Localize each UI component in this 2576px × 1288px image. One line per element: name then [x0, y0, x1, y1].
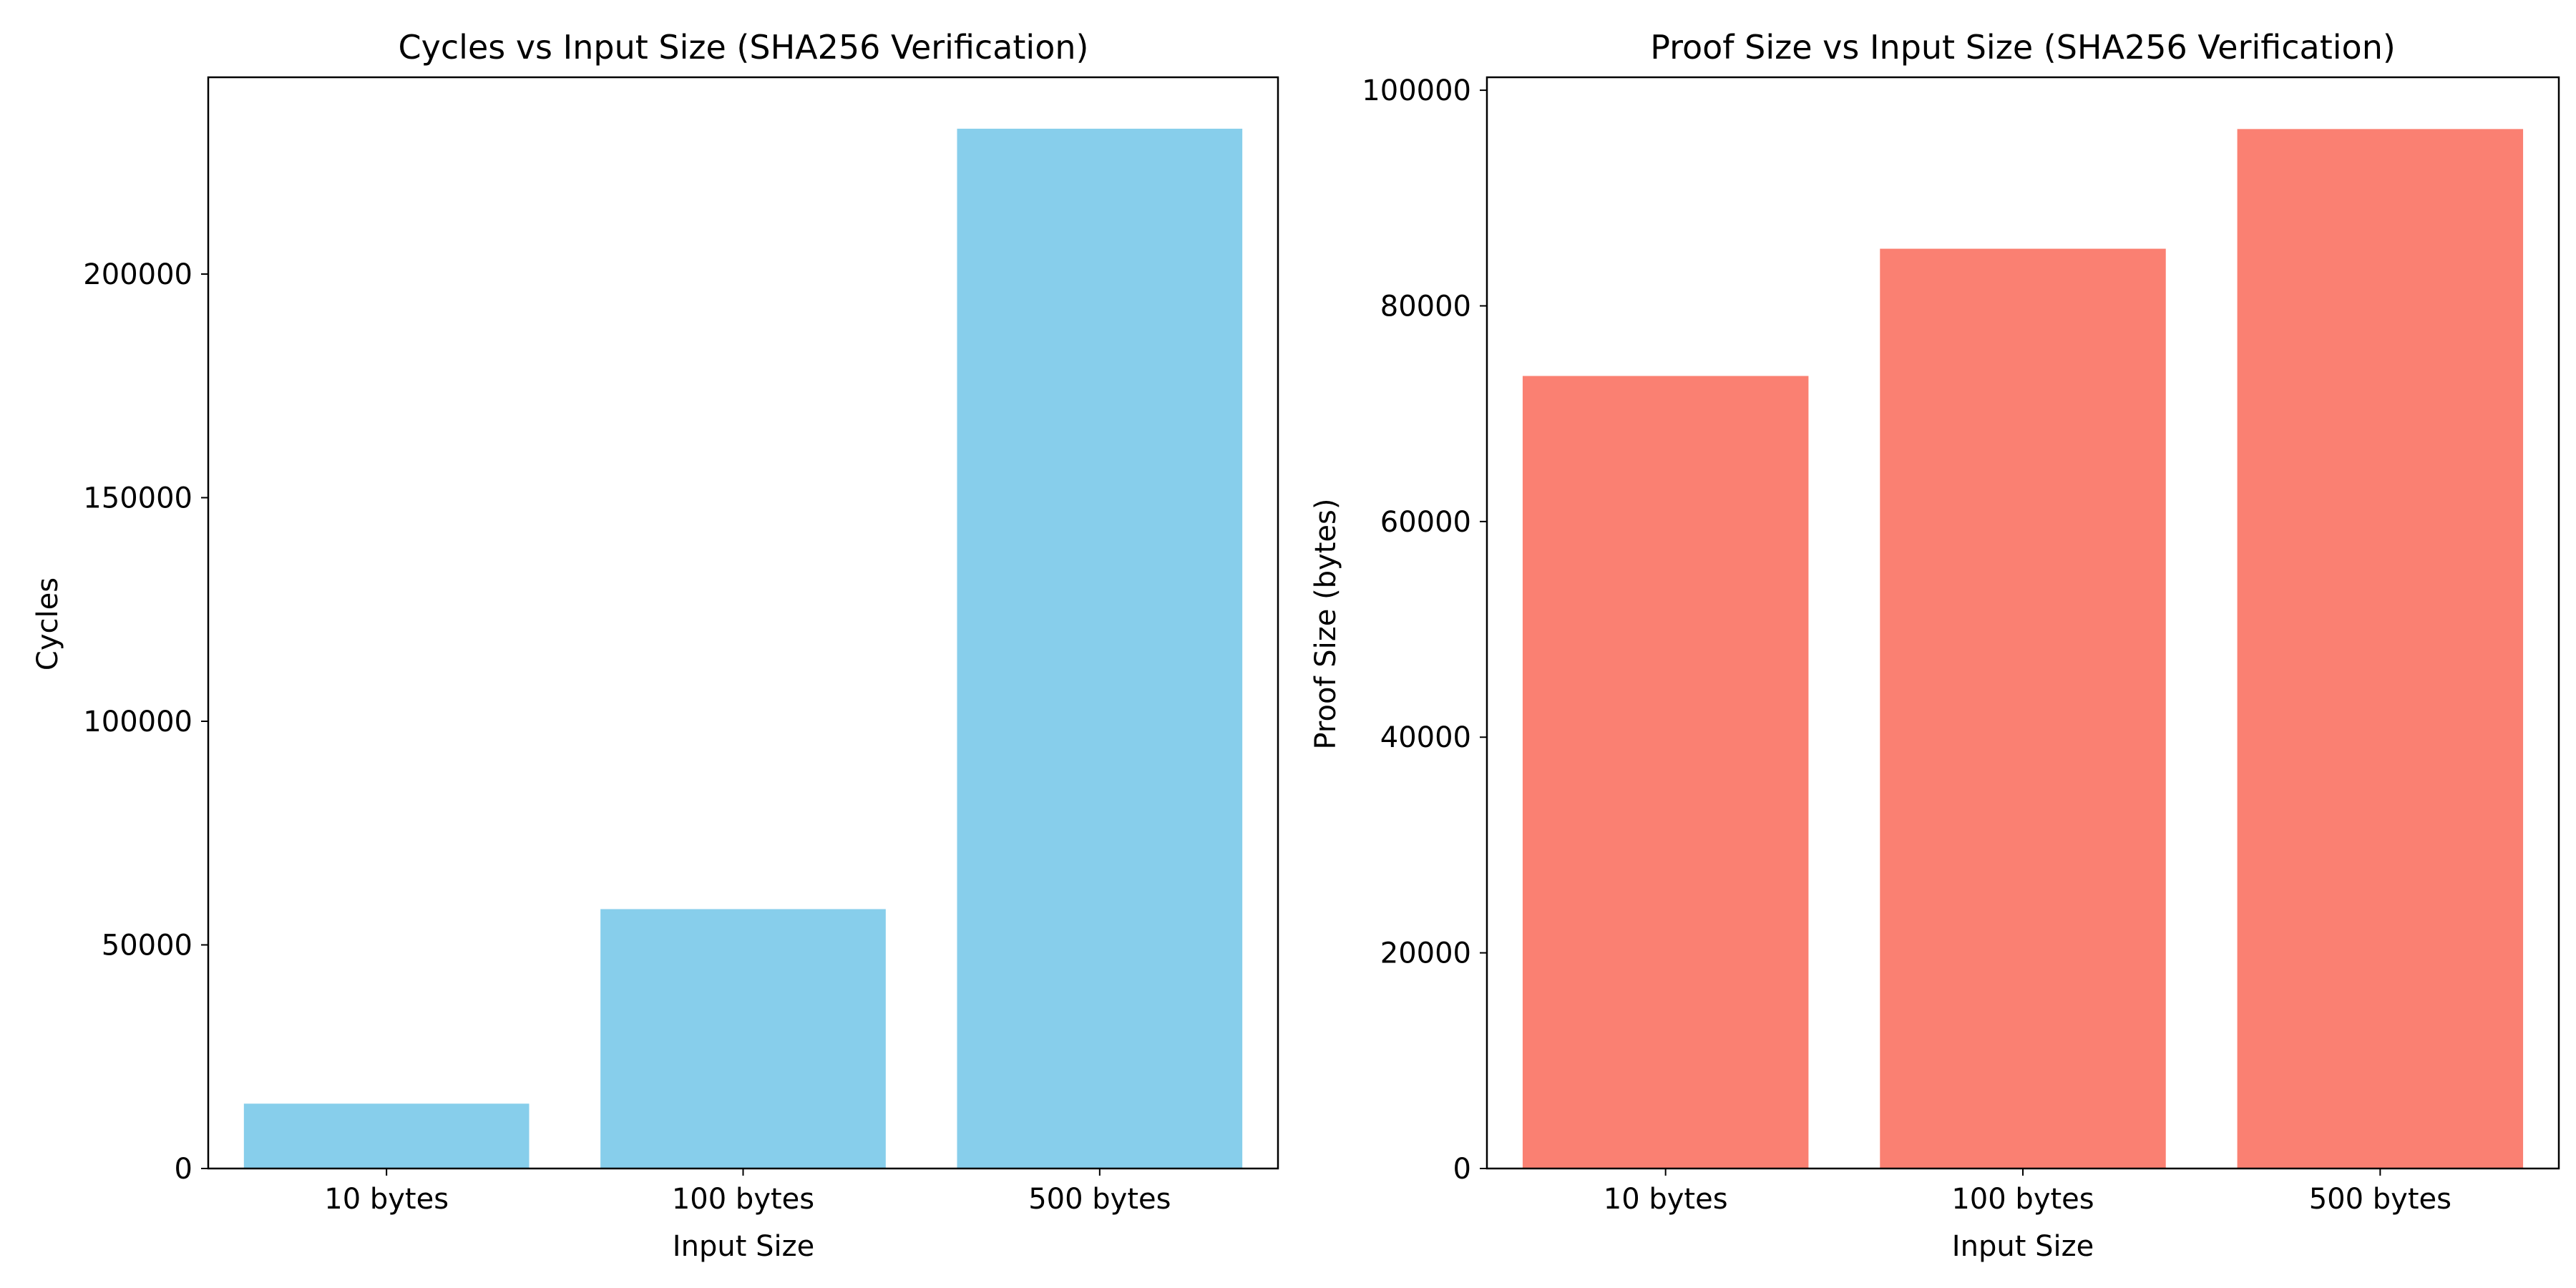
y-ticks: 0 50000 100000 150000 200000 [83, 258, 208, 1186]
y-tick-label: 200000 [83, 258, 192, 291]
x-tick-label: 500 bytes [1028, 1183, 1171, 1216]
y-tick-label: 60000 [1380, 506, 1471, 539]
y-tick-label: 20000 [1380, 937, 1471, 970]
chart-cycles: Cycles vs Input Size (SHA256 Verificatio… [31, 28, 1279, 1263]
x-tick-label: 100 bytes [1951, 1183, 2094, 1216]
bar-10-bytes [243, 1103, 530, 1169]
y-tick-label: 40000 [1380, 721, 1471, 754]
y-ticks: 0 20000 40000 60000 80000 100000 [1362, 74, 1487, 1186]
bar-500-bytes [957, 128, 1243, 1169]
x-tick-label: 10 bytes [1604, 1183, 1728, 1216]
plot-frame [207, 76, 1279, 1170]
y-axis-label: Cycles [31, 577, 64, 670]
bars-group [1522, 129, 2524, 1169]
bar-10-bytes [1522, 376, 1809, 1169]
x-axis-label: Input Size [1952, 1230, 2094, 1263]
y-tick-label: 80000 [1380, 290, 1471, 323]
bar-100-bytes [1880, 248, 2166, 1169]
bar-500-bytes [2237, 129, 2524, 1169]
y-axis-label: Proof Size (bytes) [1309, 499, 1342, 750]
bar-100-bytes [600, 909, 886, 1169]
chart-proof-size: Proof Size vs Input Size (SHA256 Verific… [1309, 28, 2560, 1263]
y-tick-label: 150000 [83, 482, 192, 515]
x-axis-label: Input Size [673, 1230, 814, 1263]
y-tick-label: 0 [175, 1153, 192, 1186]
x-tick-label: 100 bytes [672, 1183, 814, 1216]
bars-group [243, 128, 1243, 1169]
x-tick-label: 10 bytes [324, 1183, 449, 1216]
y-tick-label: 50000 [102, 930, 192, 962]
plot-frame [1485, 76, 2560, 1170]
y-tick-label: 100000 [83, 706, 192, 738]
chart-title: Proof Size vs Input Size (SHA256 Verific… [1650, 28, 2396, 67]
x-tick-label: 500 bytes [2309, 1183, 2451, 1216]
x-ticks: 10 bytes 100 bytes 500 bytes [1604, 1169, 2451, 1216]
chart-title: Cycles vs Input Size (SHA256 Verificatio… [399, 28, 1089, 67]
y-tick-label: 0 [1453, 1153, 1471, 1186]
y-tick-label: 100000 [1362, 74, 1471, 107]
x-ticks: 10 bytes 100 bytes 500 bytes [324, 1169, 1171, 1216]
